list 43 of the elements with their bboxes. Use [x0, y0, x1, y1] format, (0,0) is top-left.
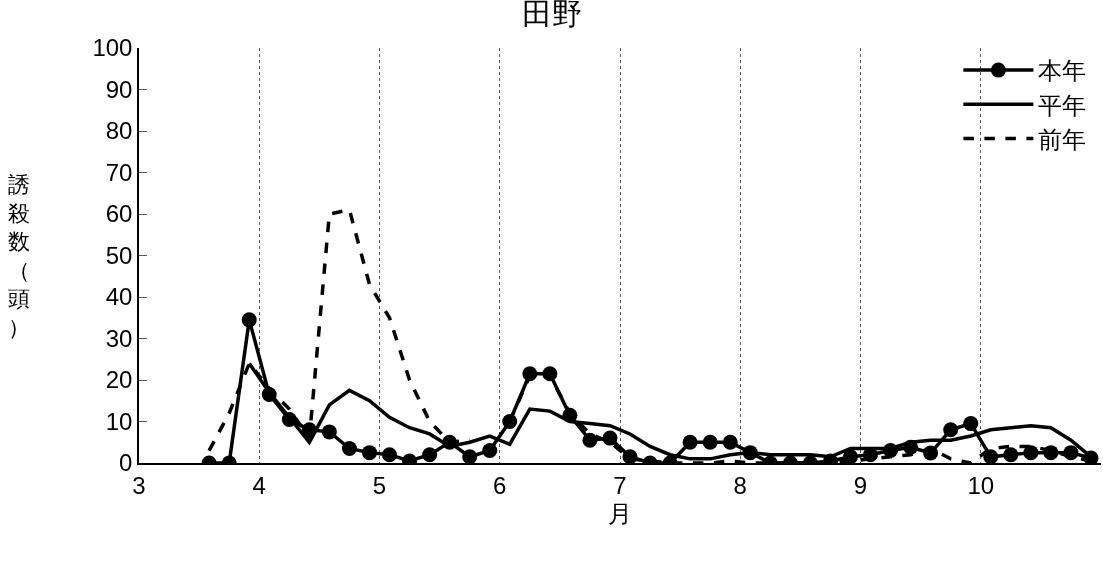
x-axis-title: 月: [608, 500, 632, 528]
y-axis-title: 誘殺数（頭）: [8, 172, 30, 340]
y-tick-label: 20: [105, 366, 133, 394]
y-tick-label: 50: [105, 241, 133, 269]
legend-label: 前年: [1038, 125, 1087, 153]
y-tick-label: 80: [105, 117, 133, 145]
x-tick-label: 5: [372, 471, 387, 499]
y-tick-label: 40: [105, 283, 133, 311]
point: [321, 424, 337, 440]
x-tick-label: 8: [733, 471, 747, 499]
point: [341, 440, 357, 456]
point: [241, 312, 257, 328]
point: [381, 447, 397, 463]
legend-label: 平年: [1038, 91, 1087, 119]
x-tick-label: 10: [967, 471, 995, 499]
legend-label: 本年: [1038, 57, 1087, 85]
y-tick-label: 90: [105, 75, 133, 103]
point: [963, 416, 979, 432]
y-tick-label: 60: [105, 200, 133, 228]
point: [422, 447, 438, 463]
point: [602, 430, 618, 446]
y-tick-label: 70: [105, 158, 133, 186]
point: [582, 432, 598, 448]
y-tick-label: 100: [92, 34, 133, 62]
point: [722, 434, 738, 450]
x-tick-label: 3: [132, 471, 146, 499]
point: [983, 449, 999, 463]
x-tick-label: 9: [853, 471, 868, 499]
point: [462, 449, 478, 463]
point: [943, 422, 959, 438]
point: [362, 445, 378, 461]
y-tick-label: 0: [119, 449, 133, 477]
x-tick-label: 7: [613, 471, 627, 499]
x-tick-label: 4: [252, 471, 266, 499]
chart-title: 田野: [521, 0, 582, 30]
point: [482, 443, 498, 459]
point: [1023, 445, 1039, 461]
point: [1003, 447, 1019, 463]
point: [682, 434, 698, 450]
x-tick-label: 6: [493, 471, 507, 499]
y-tick-label: 10: [105, 407, 133, 435]
point: [702, 434, 718, 450]
y-tick-label: 30: [105, 324, 133, 352]
